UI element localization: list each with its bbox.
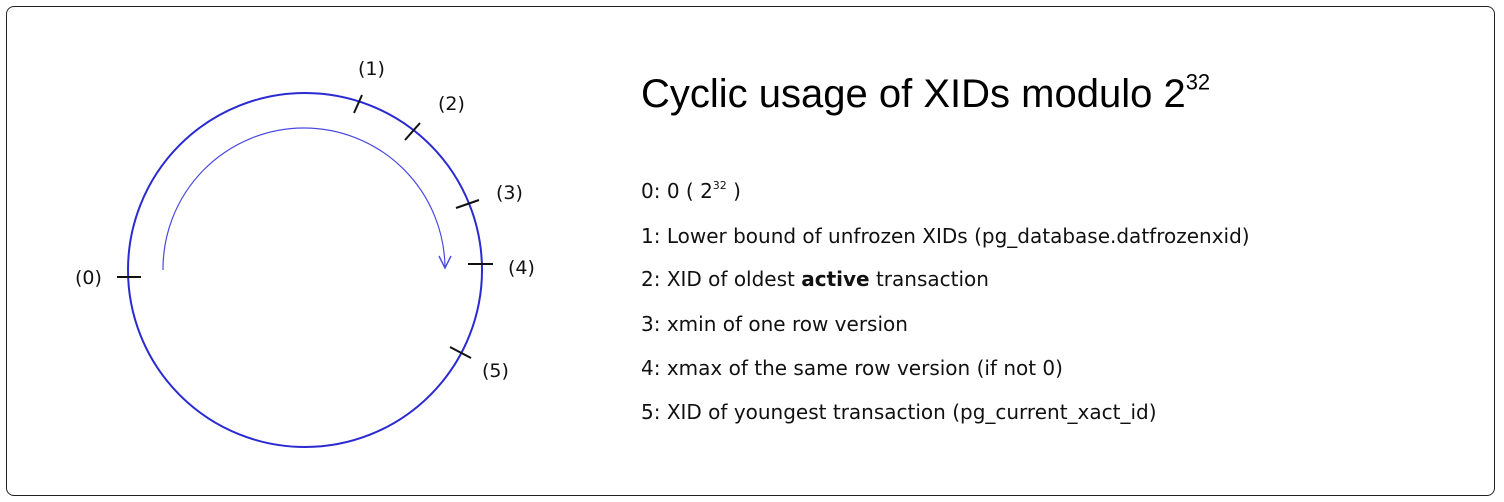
tick-label-1: (1) [358,58,385,80]
legend-item-2: 2: XID of oldest active transaction [641,267,989,291]
tick-label-3: (3) [496,182,523,204]
tick-label-5: (5) [482,360,509,382]
arrowhead-icon [438,255,452,270]
tick-label-4: (4) [508,257,535,279]
tick-5 [449,346,472,359]
legend-item-0: 0: 0 ( 232 ) [641,179,741,203]
direction-arc [162,127,446,271]
legend-item-1: 1: Lower bound of unfrozen XIDs (pg_data… [641,224,1250,248]
tick-1 [353,94,363,114]
tick-2 [404,122,421,141]
xid-circle [127,92,483,448]
tick-label-2: (2) [438,93,465,115]
legend-item-5: 5: XID of youngest transaction (pg_curre… [641,400,1157,424]
figure-frame [6,6,1495,496]
tick-label-0: (0) [75,267,102,289]
tick-3 [455,199,480,209]
diagram-title: Cyclic usage of XIDs modulo 232 [641,69,1211,116]
legend-item-3: 3: xmin of one row version [641,312,908,336]
legend-item-4: 4: xmax of the same row version (if not … [641,356,1063,380]
